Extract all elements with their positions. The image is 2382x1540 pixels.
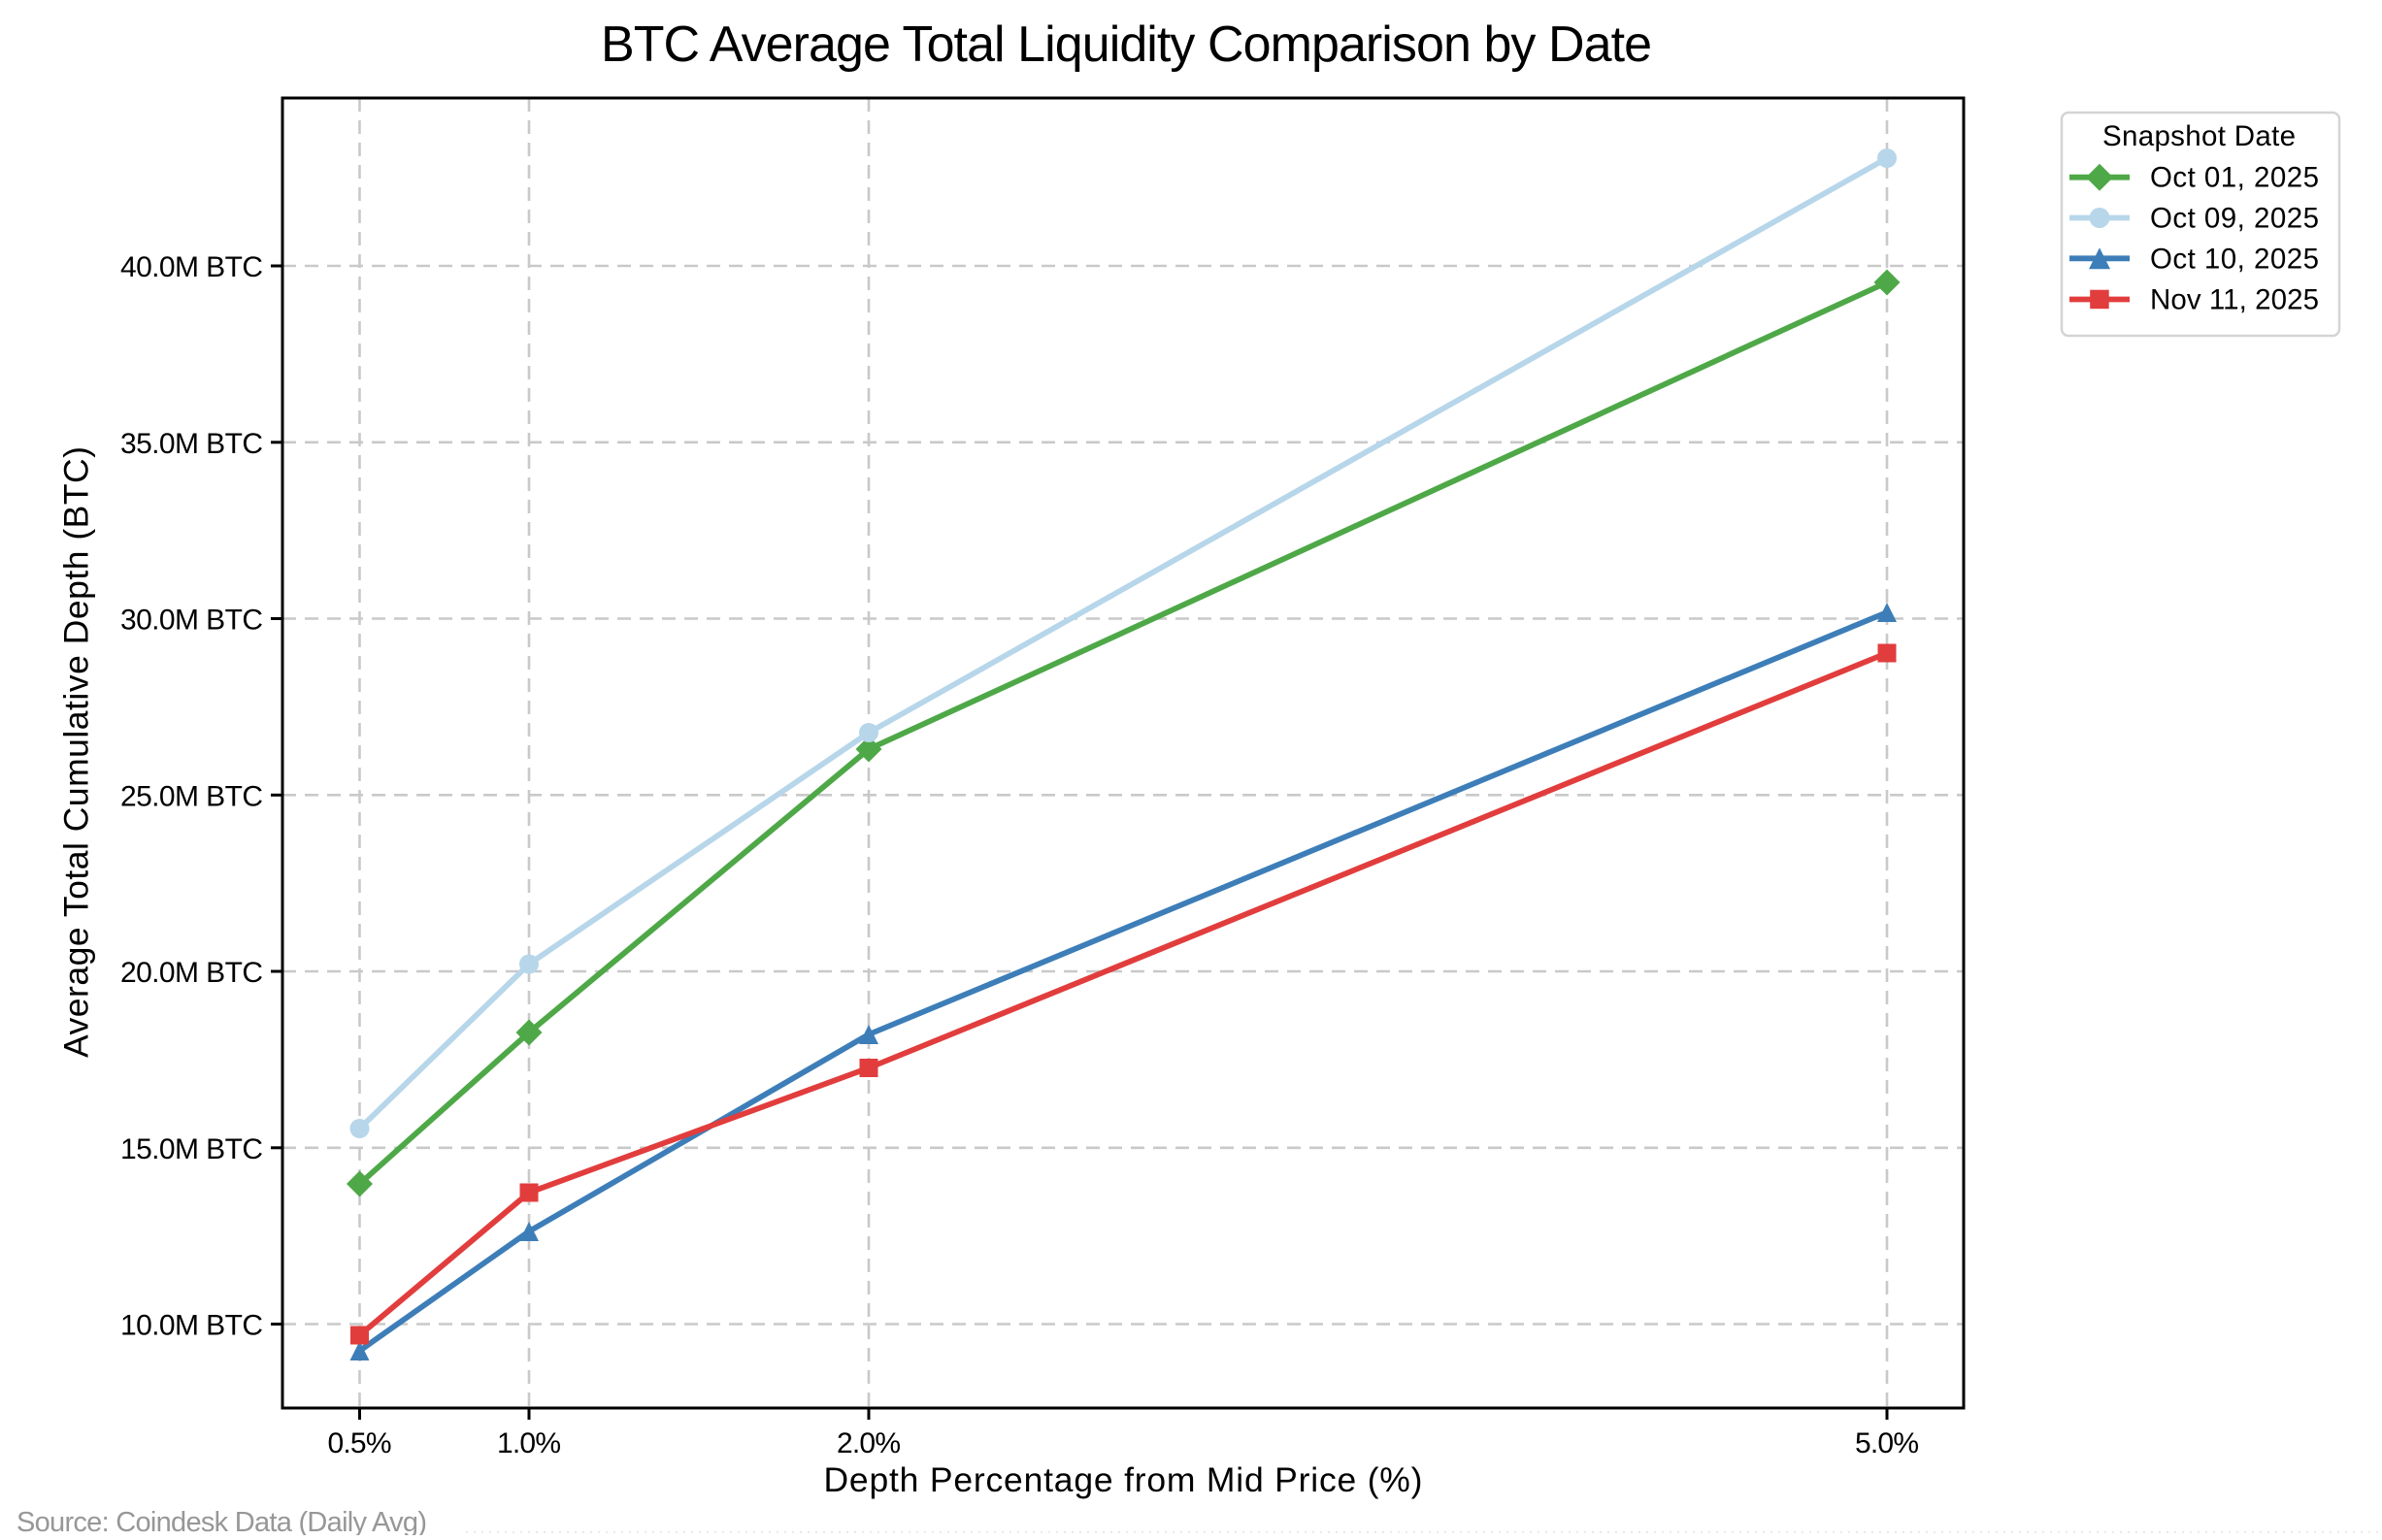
svg-text:Oct 01, 2025: Oct 01, 2025 (2150, 162, 2319, 194)
svg-text:40.0M BTC: 40.0M BTC (120, 251, 263, 283)
svg-text:Oct 10, 2025: Oct 10, 2025 (2150, 243, 2319, 275)
svg-text:2.0%: 2.0% (837, 1427, 901, 1459)
svg-text:15.0M BTC: 15.0M BTC (120, 1133, 263, 1165)
svg-text:Average Total Cumulative Depth: Average Total Cumulative Depth (BTC) (57, 446, 96, 1058)
svg-text:Oct 09, 2025: Oct 09, 2025 (2150, 203, 2319, 235)
svg-text:0.5%: 0.5% (328, 1427, 392, 1459)
svg-text:Depth Percentage from Mid Pric: Depth Percentage from Mid Price (%) (824, 1460, 1423, 1499)
svg-text:5.0%: 5.0% (1855, 1427, 1919, 1459)
svg-text:1.0%: 1.0% (497, 1427, 561, 1459)
svg-text:Nov 11, 2025: Nov 11, 2025 (2150, 284, 2319, 316)
svg-text:BTC Average Total Liquidity Co: BTC Average Total Liquidity Comparison b… (601, 16, 1652, 73)
svg-text:10.0M BTC: 10.0M BTC (120, 1310, 263, 1342)
svg-text:30.0M BTC: 30.0M BTC (120, 605, 263, 637)
svg-text:20.0M BTC: 20.0M BTC (120, 957, 263, 989)
svg-text:Snapshot Date: Snapshot Date (2102, 120, 2296, 152)
svg-text:Source: Coindesk Data (Daily A: Source: Coindesk Data (Daily Avg) (17, 1507, 427, 1535)
svg-text:25.0M BTC: 25.0M BTC (120, 780, 263, 812)
svg-text:35.0M BTC: 35.0M BTC (120, 428, 263, 460)
